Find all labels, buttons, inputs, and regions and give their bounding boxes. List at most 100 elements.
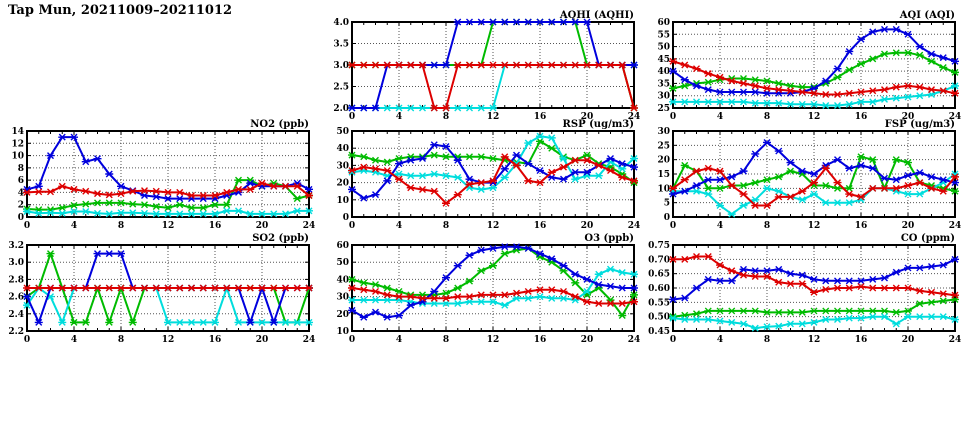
aqhi-plot: 2.0 2.5 3.0 3.5 4.0 0 4 8 12 16 20 24 AQHI (AQHI)	[333, 10, 641, 122]
y-tick-label: 20	[657, 156, 670, 166]
x-tick-label: 12	[162, 221, 175, 231]
y-tick-label: 15	[657, 170, 670, 180]
co-title: CO (ppm)	[901, 233, 955, 244]
aqi-plot: 25 30 35 40 45 50 55 60 0 4 8 12 16 20 24 AQI (AQI)	[657, 10, 962, 122]
y-tick-label: 14	[11, 127, 24, 137]
x-tick-label: 8	[443, 221, 449, 231]
x-tick-label: 24	[303, 335, 316, 345]
x-tick-label: 16	[855, 112, 868, 122]
x-tick-label: 4	[396, 221, 402, 231]
x-tick-label: 20	[256, 221, 269, 231]
y-tick-label: 30	[336, 161, 349, 171]
y-tick-label: 10	[11, 152, 24, 162]
chart-fsp: 0 5 10 15 20 25 30 0 4 8 12 16 20 24 FSP (ug/m3)	[646, 118, 968, 231]
x-tick-label: 8	[118, 335, 124, 345]
x-tick-label: 12	[808, 221, 821, 231]
y-tick-label: 2.5	[333, 83, 349, 93]
y-tick-label: 2.0	[333, 104, 349, 114]
series-markers-green	[348, 244, 638, 320]
y-tick-label: 0.65	[648, 270, 670, 280]
series-markers-red	[23, 284, 313, 292]
x-tick-label: 8	[764, 335, 770, 345]
chart-aqhi: 2.0 2.5 3.0 3.5 4.0 0 4 8 12 16 20 24 AQHI (AQHI)	[325, 9, 647, 122]
y-tick-label: 0.50	[648, 313, 670, 323]
page-title: Tap Mun, 20211009–20211012	[8, 3, 233, 18]
x-tick-label: 24	[949, 221, 962, 231]
chart-aqi: 25 30 35 40 45 50 55 60 0 4 8 12 16 20 24 AQI (AQI)	[646, 9, 968, 122]
y-tick-label: 20	[336, 179, 349, 189]
series-markers-red	[669, 252, 959, 299]
y-tick-label: 25	[657, 104, 670, 114]
y-tick-label: 50	[657, 43, 670, 53]
x-tick-label: 12	[487, 112, 500, 122]
y-tick-label: 50	[336, 127, 349, 137]
x-tick-label: 24	[628, 221, 641, 231]
series-markers-blue	[348, 141, 638, 202]
x-tick-label: 16	[855, 335, 868, 345]
x-tick-label: 8	[118, 221, 124, 231]
o3-title: O3 (ppb)	[584, 233, 634, 244]
series-markers-blue	[348, 243, 638, 321]
x-tick-label: 16	[534, 112, 547, 122]
y-tick-label: 0.70	[648, 255, 670, 265]
y-tick-label: 4	[18, 188, 24, 198]
x-tick-label: 16	[534, 221, 547, 231]
y-tick-label: 0.60	[648, 284, 670, 294]
x-tick-label: 0	[349, 335, 355, 345]
x-tick-label: 16	[855, 221, 868, 231]
y-tick-label: 20	[336, 310, 349, 320]
chart-rsp: 0 10 20 30 40 50 0 4 8 12 16 20 24 RSP (ug/m3)	[325, 118, 647, 231]
x-tick-label: 20	[581, 112, 594, 122]
x-tick-label: 4	[71, 221, 77, 231]
y-tick-label: 5	[664, 199, 670, 209]
so2-plot: 2.2 2.4 2.6 2.8 3.0 3.2 0 4 8 12 16 20 24 SO2 (ppb)	[8, 233, 316, 345]
x-tick-label: 4	[717, 221, 723, 231]
series-markers-red	[23, 179, 313, 199]
series-markers-blue	[669, 138, 959, 198]
series-markers-green	[669, 49, 959, 92]
x-tick-label: 0	[670, 221, 676, 231]
x-tick-label: 24	[628, 335, 641, 345]
x-tick-label: 0	[349, 221, 355, 231]
series-markers-red	[669, 57, 959, 98]
chart-so2: 2.2 2.4 2.6 2.8 3.0 3.2 0 4 8 12 16 20 24 SO2 (ppb)	[0, 232, 322, 345]
y-tick-label: 3.0	[8, 258, 24, 268]
x-tick-label: 24	[628, 112, 641, 122]
fsp-plot: 0 5 10 15 20 25 30 0 4 8 12 16 20 24 FSP (ug/m3)	[657, 119, 962, 231]
chart-no2: 0 2 4 6 8 10 12 14 0 4 8 12 16 20 24 NO2 (ppb)	[0, 118, 322, 231]
y-tick-label: 0.55	[648, 298, 670, 308]
x-tick-label: 24	[949, 335, 962, 345]
y-tick-label: 40	[336, 275, 349, 285]
y-tick-label: 30	[657, 92, 670, 102]
x-tick-label: 8	[764, 221, 770, 231]
x-tick-label: 24	[949, 112, 962, 122]
y-tick-label: 0	[664, 213, 670, 223]
y-tick-label: 3.5	[333, 40, 349, 50]
y-tick-label: 50	[336, 258, 349, 268]
x-tick-label: 0	[24, 335, 30, 345]
y-tick-label: 2	[18, 201, 24, 211]
so2-title: SO2 (ppb)	[252, 233, 309, 244]
x-tick-label: 4	[396, 335, 402, 345]
series-markers-cyan	[669, 82, 959, 110]
x-tick-label: 20	[581, 221, 594, 231]
chart-co: 0.45 0.50 0.55 0.60 0.65 0.70 0.75 0 4 8 12 16 20 24 C…	[646, 232, 968, 345]
y-tick-label: 2.8	[8, 275, 24, 285]
x-tick-label: 12	[487, 335, 500, 345]
x-tick-label: 12	[808, 335, 821, 345]
y-tick-label: 45	[657, 55, 670, 65]
y-tick-label: 2.2	[8, 327, 24, 337]
x-tick-label: 24	[303, 221, 316, 231]
series-markers-red	[348, 61, 638, 112]
y-tick-label: 55	[657, 30, 670, 40]
x-tick-label: 20	[581, 335, 594, 345]
series-markers-cyan	[669, 313, 959, 332]
x-tick-label: 0	[670, 335, 676, 345]
x-tick-label: 4	[717, 335, 723, 345]
y-tick-label: 0.75	[648, 241, 670, 251]
y-tick-label: 0	[343, 213, 349, 223]
x-tick-label: 12	[162, 335, 175, 345]
fsp-title: FSP (ug/m3)	[885, 119, 955, 130]
